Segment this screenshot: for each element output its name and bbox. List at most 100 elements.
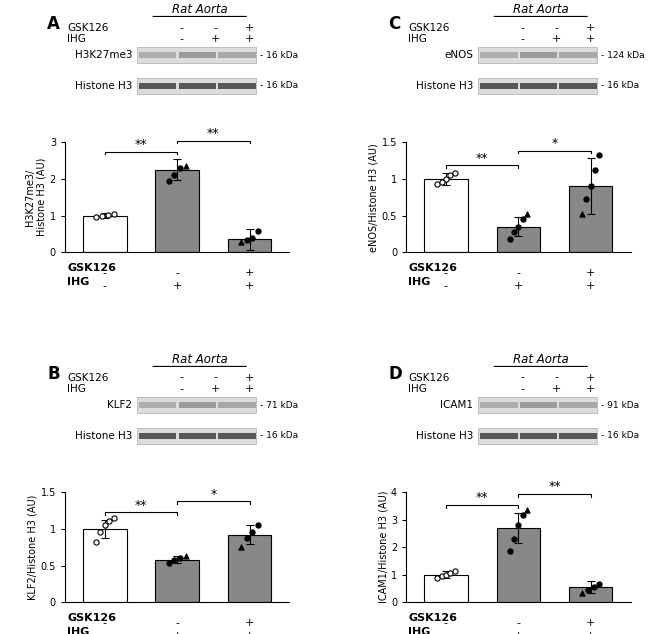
Text: **: **: [135, 138, 148, 151]
Text: D: D: [388, 365, 402, 383]
Point: [577, 209, 587, 219]
Point: [581, 195, 592, 205]
Text: +: +: [244, 23, 254, 32]
Bar: [83, 529, 127, 602]
Point: [163, 557, 174, 567]
Point: [169, 170, 179, 180]
Text: -: -: [103, 268, 107, 278]
Point: [594, 578, 604, 588]
Text: **: **: [207, 127, 220, 140]
Point: [97, 210, 107, 221]
Bar: [520, 52, 557, 58]
Point: [590, 165, 600, 175]
Text: -: -: [179, 23, 184, 32]
Text: IHG: IHG: [408, 384, 427, 394]
Bar: [478, 78, 597, 94]
Point: [253, 520, 263, 530]
Y-axis label: H3K27me3/
Histone H3 (AU): H3K27me3/ Histone H3 (AU): [25, 158, 47, 236]
Text: -: -: [444, 281, 448, 291]
Text: IHG: IHG: [67, 626, 90, 634]
Bar: [228, 240, 271, 252]
Point: [169, 555, 179, 566]
Bar: [139, 52, 176, 58]
Point: [449, 168, 460, 178]
Text: +: +: [586, 268, 595, 278]
Text: IHG: IHG: [67, 276, 90, 287]
Text: IHG: IHG: [408, 626, 431, 634]
Bar: [520, 83, 557, 89]
Point: [432, 179, 443, 189]
Text: - 16 kDa: - 16 kDa: [260, 431, 298, 441]
Bar: [480, 52, 517, 58]
Text: +: +: [586, 618, 595, 628]
Text: +: +: [586, 281, 595, 291]
Text: *: *: [210, 488, 216, 501]
Point: [522, 209, 532, 219]
Point: [588, 582, 599, 592]
Text: -: -: [521, 384, 525, 394]
Point: [594, 150, 604, 160]
Point: [242, 533, 252, 543]
Text: B: B: [47, 365, 60, 383]
Point: [242, 235, 252, 245]
Point: [181, 551, 191, 561]
Text: +: +: [514, 631, 523, 634]
Text: -: -: [213, 373, 217, 382]
Text: IHG: IHG: [408, 34, 427, 44]
Text: +: +: [586, 23, 595, 32]
Bar: [139, 83, 176, 89]
Bar: [569, 587, 612, 602]
Text: -: -: [554, 23, 558, 32]
Text: -: -: [176, 268, 179, 278]
Bar: [480, 402, 517, 408]
Text: IHG: IHG: [67, 34, 86, 44]
Text: **: **: [476, 491, 488, 505]
Bar: [478, 48, 597, 63]
Text: -: -: [176, 618, 179, 628]
Bar: [497, 528, 540, 602]
Text: GSK126: GSK126: [67, 263, 116, 273]
Text: Histone H3: Histone H3: [75, 431, 133, 441]
Text: eNOS: eNOS: [445, 50, 473, 60]
Bar: [179, 52, 216, 58]
Bar: [480, 433, 517, 439]
Point: [103, 210, 113, 220]
Bar: [218, 52, 255, 58]
Text: - 16 kDa: - 16 kDa: [601, 431, 640, 441]
Point: [91, 212, 101, 222]
Text: -: -: [444, 268, 448, 278]
Text: **: **: [135, 499, 148, 512]
Point: [91, 537, 101, 547]
Bar: [560, 52, 597, 58]
Text: Histone H3: Histone H3: [416, 81, 473, 91]
Text: -: -: [444, 618, 448, 628]
Point: [522, 505, 532, 515]
Text: +: +: [211, 384, 220, 394]
Text: +: +: [245, 631, 254, 634]
Text: +: +: [244, 373, 254, 382]
Text: +: +: [586, 34, 595, 44]
Bar: [480, 83, 517, 89]
Point: [236, 542, 246, 552]
Bar: [218, 402, 255, 408]
Point: [99, 520, 110, 530]
Text: Histone H3: Histone H3: [416, 431, 473, 441]
Bar: [136, 398, 255, 413]
Text: GSK126: GSK126: [67, 373, 109, 382]
Point: [509, 534, 519, 544]
Text: -: -: [521, 23, 525, 32]
Bar: [520, 402, 557, 408]
Point: [247, 527, 257, 538]
Bar: [218, 83, 255, 89]
Text: Rat Aorta: Rat Aorta: [172, 353, 227, 366]
Text: +: +: [172, 631, 182, 634]
Point: [577, 588, 587, 598]
Text: GSK126: GSK126: [67, 613, 116, 623]
Text: +: +: [245, 618, 254, 628]
Text: +: +: [245, 268, 254, 278]
Bar: [424, 575, 467, 602]
Text: -: -: [516, 268, 520, 278]
Text: -: -: [521, 373, 525, 382]
Text: +: +: [244, 34, 254, 44]
Bar: [155, 170, 199, 252]
